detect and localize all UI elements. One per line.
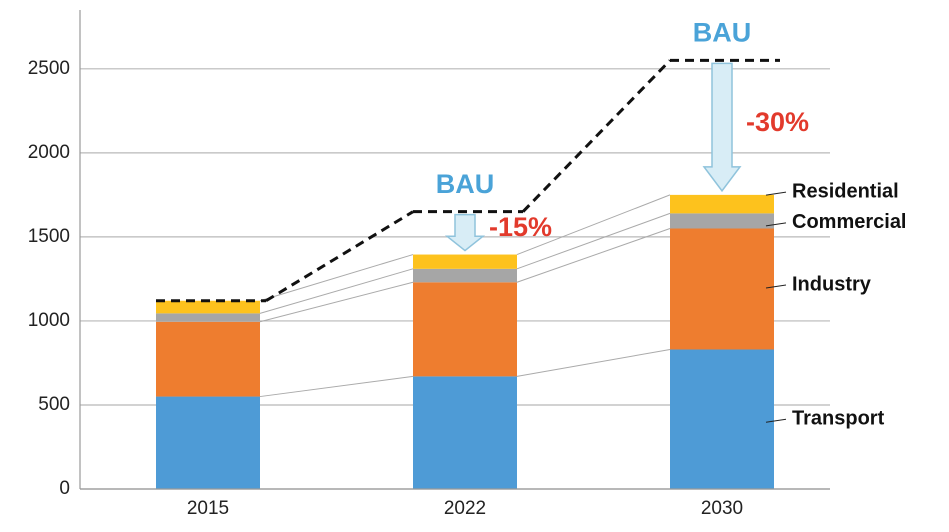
x-tick-label: 2022 (444, 498, 486, 519)
x-tick-label: 2015 (187, 498, 229, 519)
bar-segment (413, 376, 517, 489)
bar-segment (156, 396, 260, 489)
bar-segment (413, 282, 517, 377)
legend-label: Residential (792, 180, 899, 202)
segment-connector (516, 194, 671, 256)
segment-connector (516, 349, 671, 377)
bar-segment (156, 313, 260, 322)
bau-connector (265, 210, 414, 303)
bar-segment (670, 228, 774, 350)
legend-leader (765, 284, 787, 289)
bau-label: BAU (693, 18, 752, 48)
bar-segment (156, 300, 260, 314)
y-tick-label: 2500 (28, 58, 70, 79)
y-tick-label: 0 (59, 478, 70, 499)
bar-segment (670, 349, 774, 489)
segment-connector (259, 268, 414, 314)
reduction-arrow (702, 62, 742, 193)
segment-connector (516, 228, 671, 283)
reduction-label: -15% (489, 212, 552, 242)
legend-label: Commercial (792, 211, 907, 233)
reduction-arrow (444, 213, 486, 252)
bar-segment (670, 213, 774, 229)
segment-connector (259, 254, 414, 302)
legend-label: Transport (792, 408, 885, 430)
reduction-label: -30% (746, 107, 809, 137)
y-tick-label: 1500 (28, 226, 70, 247)
legend-leader (765, 222, 787, 227)
legend-label: Industry (792, 273, 872, 295)
y-tick-label: 2000 (28, 142, 70, 163)
legend-leader (765, 418, 787, 423)
bar-segment (413, 254, 517, 269)
bar-segment (670, 194, 774, 214)
bau-connector (521, 59, 672, 213)
bar-segment (413, 268, 517, 283)
segment-connector (259, 281, 414, 323)
y-tick-label: 1000 (28, 310, 70, 331)
bar-segment (156, 321, 260, 397)
segment-connector (516, 212, 671, 270)
segment-connector (259, 375, 414, 398)
bau-label: BAU (436, 169, 495, 199)
y-tick-label: 500 (38, 394, 70, 415)
x-tick-label: 2030 (701, 498, 743, 519)
legend-leader (765, 191, 787, 196)
